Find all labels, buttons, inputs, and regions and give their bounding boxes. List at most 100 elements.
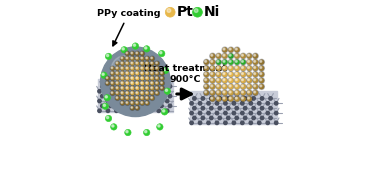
Circle shape	[160, 81, 164, 86]
Circle shape	[235, 48, 237, 50]
Circle shape	[253, 65, 258, 71]
Circle shape	[120, 71, 125, 76]
Circle shape	[243, 107, 247, 110]
Circle shape	[210, 90, 215, 96]
Circle shape	[143, 94, 146, 98]
Circle shape	[259, 59, 264, 65]
Circle shape	[234, 90, 240, 96]
Circle shape	[222, 90, 228, 96]
Circle shape	[111, 56, 139, 83]
Circle shape	[155, 61, 160, 66]
Circle shape	[228, 47, 234, 52]
Circle shape	[125, 101, 130, 105]
Circle shape	[210, 107, 213, 110]
Circle shape	[246, 84, 252, 89]
Circle shape	[105, 53, 112, 60]
Circle shape	[131, 92, 133, 93]
Circle shape	[140, 91, 144, 96]
Circle shape	[160, 81, 164, 86]
Circle shape	[120, 101, 125, 105]
Circle shape	[228, 96, 234, 102]
Circle shape	[146, 97, 147, 98]
Circle shape	[155, 71, 160, 76]
Circle shape	[135, 56, 139, 61]
Circle shape	[240, 66, 246, 71]
Circle shape	[248, 67, 249, 68]
Circle shape	[120, 56, 125, 61]
Circle shape	[115, 76, 120, 80]
Circle shape	[160, 71, 164, 76]
Circle shape	[130, 106, 135, 110]
Circle shape	[145, 61, 149, 66]
Circle shape	[246, 78, 252, 83]
Circle shape	[246, 53, 252, 59]
Circle shape	[130, 91, 135, 96]
Circle shape	[228, 47, 234, 53]
Circle shape	[146, 102, 147, 103]
Circle shape	[194, 9, 198, 12]
Circle shape	[218, 107, 222, 110]
Circle shape	[235, 91, 237, 93]
Circle shape	[246, 72, 252, 77]
Circle shape	[211, 91, 213, 93]
Circle shape	[229, 79, 231, 81]
Circle shape	[102, 73, 104, 75]
Circle shape	[115, 66, 120, 70]
Circle shape	[234, 59, 240, 65]
Circle shape	[121, 47, 127, 53]
Circle shape	[125, 81, 130, 86]
Circle shape	[222, 47, 228, 53]
Circle shape	[240, 72, 246, 77]
Circle shape	[135, 81, 139, 86]
Circle shape	[210, 53, 215, 59]
Circle shape	[254, 79, 256, 81]
Circle shape	[228, 65, 234, 71]
Circle shape	[218, 97, 222, 100]
Bar	[103, 83, 167, 93]
Circle shape	[116, 82, 118, 83]
Circle shape	[240, 72, 246, 77]
Circle shape	[126, 104, 129, 108]
Circle shape	[252, 116, 255, 120]
Circle shape	[140, 96, 144, 100]
Circle shape	[166, 89, 169, 93]
Circle shape	[198, 121, 202, 124]
Circle shape	[215, 111, 218, 115]
Circle shape	[118, 104, 121, 108]
Circle shape	[115, 96, 120, 100]
Circle shape	[123, 99, 127, 103]
Circle shape	[217, 73, 219, 75]
Circle shape	[217, 67, 219, 68]
Circle shape	[235, 97, 237, 99]
Circle shape	[207, 111, 210, 115]
Circle shape	[211, 85, 213, 87]
Circle shape	[150, 96, 155, 100]
Circle shape	[140, 61, 144, 66]
Circle shape	[121, 92, 122, 93]
Circle shape	[248, 54, 249, 56]
Circle shape	[155, 76, 160, 81]
Circle shape	[107, 54, 109, 57]
Circle shape	[145, 47, 147, 49]
Circle shape	[116, 67, 118, 69]
Circle shape	[121, 102, 122, 103]
Circle shape	[156, 72, 157, 74]
Circle shape	[242, 91, 243, 93]
Circle shape	[257, 102, 261, 105]
Circle shape	[210, 59, 215, 65]
Circle shape	[115, 91, 120, 95]
Circle shape	[242, 73, 243, 75]
Circle shape	[150, 66, 154, 70]
Circle shape	[125, 91, 130, 95]
Circle shape	[163, 110, 165, 112]
Circle shape	[228, 53, 234, 59]
Circle shape	[222, 84, 228, 89]
Circle shape	[110, 91, 115, 96]
Circle shape	[130, 56, 135, 61]
Bar	[98, 79, 173, 112]
Circle shape	[260, 107, 264, 110]
Circle shape	[247, 72, 252, 77]
Circle shape	[140, 61, 144, 66]
Circle shape	[136, 77, 138, 79]
Circle shape	[145, 76, 150, 81]
